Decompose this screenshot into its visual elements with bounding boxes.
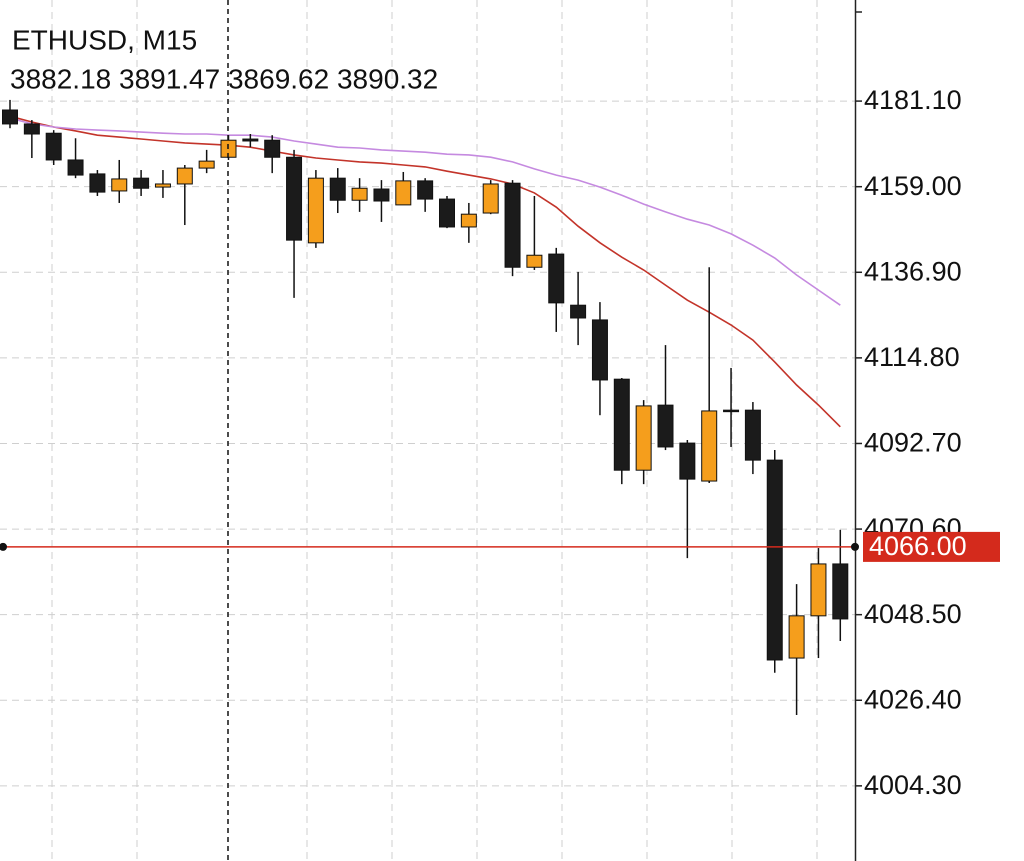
price-axis: 4181.104159.004136.904114.804092.704070.… [855, 85, 962, 800]
moving-average-line [9, 117, 841, 306]
candle-body [2, 109, 18, 125]
candle-body [635, 405, 652, 471]
candle-body [45, 132, 62, 161]
chart-title: ETHUSD, M15 [12, 24, 197, 55]
candle-body [23, 123, 40, 135]
candle-body [504, 182, 521, 268]
current-price: 4066.00 [0, 531, 1000, 562]
candle-body [439, 198, 455, 228]
y-tick-label: 4092.70 [864, 428, 962, 458]
candle-body [526, 254, 543, 268]
y-tick-label: 4004.30 [864, 770, 962, 800]
candle-body [286, 156, 303, 241]
candle-body [395, 180, 412, 206]
candle-body [570, 304, 587, 319]
y-tick-label: 4026.40 [864, 684, 962, 714]
y-tick-label: 4048.50 [864, 599, 962, 629]
candle-body [373, 188, 390, 202]
candle-body [133, 177, 150, 189]
price-line-dot [0, 542, 7, 551]
candle-body [679, 442, 696, 480]
plot-area [2, 99, 849, 715]
candle-body [657, 404, 674, 448]
candle-body [723, 409, 740, 413]
candle-body [417, 180, 434, 200]
candle-body [613, 378, 630, 471]
candle-body [788, 615, 805, 659]
candle-body [154, 183, 171, 188]
y-tick-label: 4181.10 [864, 85, 962, 115]
candle-body [482, 183, 499, 214]
current-price-label: 4066.00 [869, 531, 967, 561]
candle-body [329, 177, 346, 201]
candle-body [766, 459, 783, 661]
current-price-box [863, 531, 1000, 562]
candle-body [591, 319, 608, 381]
candle-body [307, 177, 324, 244]
y-tick-label: 4159.00 [864, 171, 962, 201]
candle-body [242, 138, 259, 142]
candle-body [548, 253, 565, 304]
candle-body [198, 160, 215, 169]
moving-average-line [9, 115, 841, 428]
candle-body [264, 139, 281, 158]
candle-body [176, 167, 193, 185]
y-tick-label: 4114.80 [864, 342, 960, 372]
y-tick-label: 4136.90 [864, 256, 962, 286]
candle-body [111, 178, 128, 192]
candle-body [810, 563, 827, 617]
ohlc-readout: 3882.18 3891.47 3869.62 3890.32 [10, 63, 438, 94]
candle-body [701, 410, 718, 482]
candle-body [460, 213, 477, 228]
candle-body [832, 563, 849, 620]
candle-body [351, 187, 368, 201]
candle-body [744, 409, 761, 461]
price-line-dot [851, 542, 859, 551]
candle-body [67, 159, 84, 176]
candle-body [89, 173, 106, 193]
